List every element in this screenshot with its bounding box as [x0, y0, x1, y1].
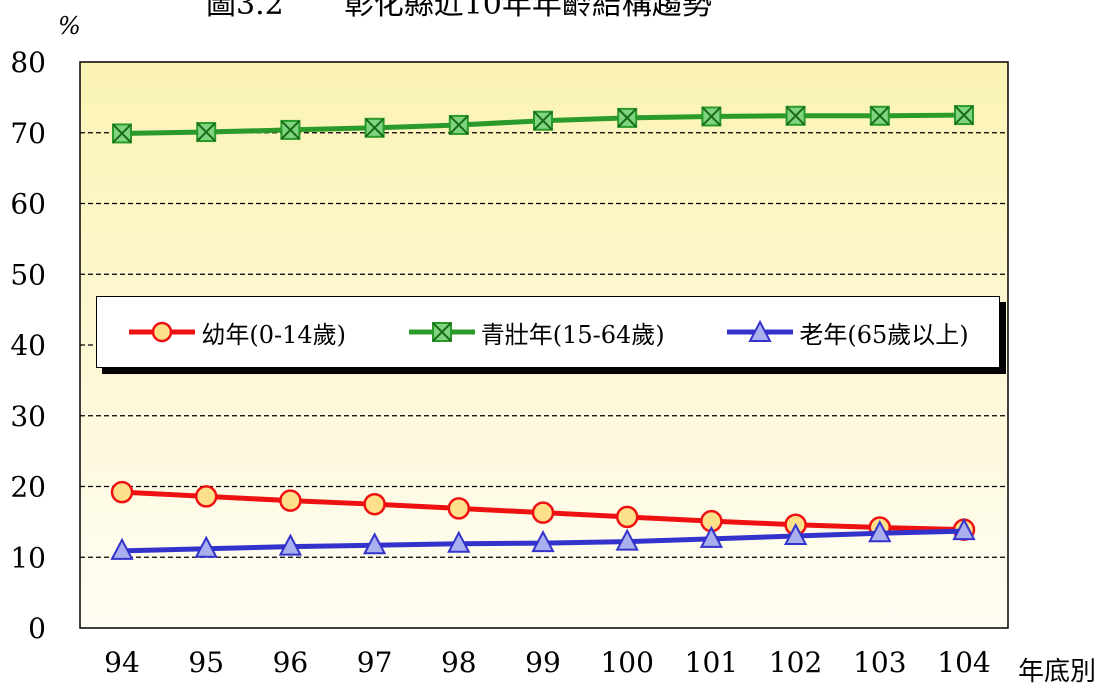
series-lines — [110, 105, 976, 560]
x-tick-label: 102 — [769, 646, 822, 679]
x-tick-label: 98 — [441, 646, 477, 679]
data-point — [194, 535, 218, 558]
data-point — [110, 480, 134, 504]
data-point — [701, 106, 722, 127]
legend-label-youth: 幼年(0-14歲) — [201, 320, 347, 349]
x-tick-labels: 94 95 96 97 98 99 100 101 102 103 104 — [104, 646, 991, 679]
y-tick-label: 0 — [28, 612, 46, 645]
series-2 — [110, 517, 976, 560]
legend-swatch-working-age — [408, 322, 475, 342]
data-point — [112, 123, 132, 144]
y-tick-label: 70 — [10, 117, 46, 150]
legend-swatch-elderly — [727, 320, 794, 342]
legend-item-youth: 幼年(0-14歲) — [127, 315, 346, 350]
series-1 — [112, 105, 974, 144]
y-axis-label: % — [58, 12, 81, 40]
data-point — [448, 114, 469, 135]
data-point — [531, 501, 555, 524]
data-point — [952, 517, 976, 541]
legend-label-elderly: 老年(65歲以上) — [799, 320, 969, 349]
y-tick-label: 10 — [10, 541, 46, 574]
data-point — [278, 533, 303, 556]
data-point — [447, 530, 471, 553]
data-point — [869, 105, 890, 126]
x-tick-label: 97 — [357, 646, 393, 679]
data-point — [615, 528, 639, 551]
x-tick-label: 104 — [937, 646, 990, 679]
data-point — [363, 492, 386, 516]
x-tick-label: 103 — [853, 646, 906, 679]
y-tick-labels: 0 10 20 30 40 50 60 70 80 — [10, 46, 46, 645]
x-tick-label: 95 — [188, 646, 224, 679]
data-point — [699, 525, 724, 548]
x-tick-label: 100 — [600, 646, 653, 679]
data-point — [868, 520, 892, 543]
data-point — [110, 537, 134, 560]
data-point — [617, 107, 638, 128]
data-point — [533, 110, 553, 131]
legend: 幼年(0-14歲) 青壯年(15-64歲) 老年(65歲以上) — [96, 296, 1000, 368]
y-tick-label: 50 — [10, 258, 46, 291]
x-tick-label: 96 — [273, 646, 309, 679]
data-point — [194, 485, 218, 508]
y-tick-label: 60 — [10, 188, 46, 221]
legend-item-elderly: 老年(65歲以上) — [725, 315, 969, 350]
data-point — [954, 105, 974, 126]
data-point — [279, 489, 302, 512]
data-point — [196, 122, 217, 143]
legend-item-working-age: 青壯年(15-64歲) — [407, 315, 665, 350]
x-tick-label: 99 — [525, 646, 561, 679]
data-point — [531, 529, 555, 553]
x-axis-label: 年底別 — [1018, 657, 1096, 687]
y-tick-label: 80 — [10, 46, 46, 79]
legend-label-working-age: 青壯年(15-64歲) — [480, 320, 665, 349]
x-tick-label: 94 — [104, 646, 140, 679]
data-point — [783, 522, 808, 546]
data-point — [615, 505, 639, 529]
x-tick-label: 101 — [685, 646, 738, 679]
data-point — [280, 119, 301, 140]
data-point — [362, 532, 387, 555]
data-point — [364, 117, 385, 138]
data-point — [447, 497, 471, 520]
y-tick-label: 30 — [10, 400, 46, 433]
y-tick-label: 20 — [10, 471, 46, 504]
chart-title: 圖3.2 彰化縣近10年年齡結構趨勢 — [206, 0, 712, 22]
data-point — [785, 105, 806, 126]
legend-swatch-youth — [129, 321, 196, 343]
y-tick-label: 40 — [10, 329, 46, 362]
